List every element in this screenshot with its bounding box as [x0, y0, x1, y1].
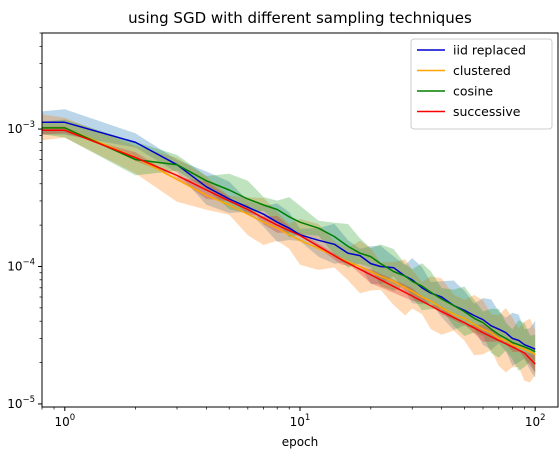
legend-box [410, 38, 553, 130]
x-tick-label: 100 [54, 413, 75, 429]
series-line-cosine [42, 127, 536, 353]
legend-label-clustered: clustered [453, 63, 511, 78]
legend: iid replaced clustered cosine successive [410, 38, 553, 130]
band-clustered [42, 114, 536, 383]
y-tick-label: 10−5 [7, 395, 35, 411]
x-tick-label: 102 [525, 413, 546, 429]
y-axis: 10−5 10−4 10−3 [7, 32, 42, 411]
chart-title: using SGD with different sampling techni… [128, 9, 472, 27]
band-iid-replaced [42, 109, 536, 378]
band-cosine [42, 119, 536, 374]
series-lines [42, 121, 536, 365]
series-line-successive [42, 129, 536, 365]
legend-label-cosine: cosine [453, 84, 493, 99]
x-axis: 100 101 102 [41, 407, 546, 429]
y-tick-label: 10−3 [7, 120, 35, 136]
x-axis-label: epoch [282, 435, 319, 449]
legend-label-successive: successive [453, 104, 521, 119]
series-line-iid-replaced [42, 121, 536, 350]
y-tick-label: 10−4 [7, 258, 35, 274]
series-line-clustered [42, 127, 536, 355]
confidence-bands [42, 109, 536, 383]
legend-label-iid-replaced: iid replaced [453, 43, 526, 58]
x-tick-label: 101 [290, 413, 311, 429]
